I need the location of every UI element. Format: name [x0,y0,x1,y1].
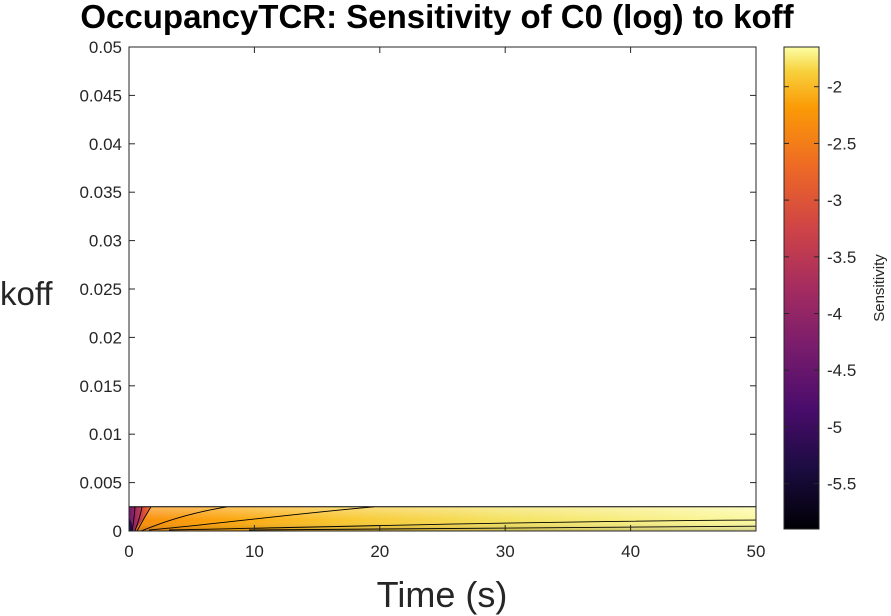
chart-title: OccupancyTCR: Sensitivity of C0 (log) to… [80,0,794,35]
contour-line [248,525,756,531]
colorbar-tick-label: -4 [827,305,842,324]
colorbar-frame [783,46,820,530]
contour-lines [129,506,756,531]
y-axis-label: koff [0,275,53,312]
colorbar-tick-label: -3 [827,191,842,210]
colorbar-ticks: -2 -2.5 -3 -3.5 -4 -4.5 -5 -5.5 [784,78,856,494]
y-tick-label: 0.045 [79,86,122,105]
y-tick-label: 0.005 [79,474,122,493]
x-tick-label: 0 [124,542,133,561]
x-tick-label: 50 [747,542,766,561]
contour-line [131,506,136,531]
colorbar-tick-label: -4.5 [827,361,856,380]
x-tick-label: 30 [496,542,515,561]
heatmap-min-region [129,517,133,531]
x-axis: 0 10 20 30 40 50 [124,47,765,561]
colorbar-tick-label: -2 [827,78,842,97]
colorbar-tick-label: -5.5 [827,475,856,494]
y-tick-label: 0.015 [79,377,122,396]
colorbar-tick-label: -3.5 [827,248,856,267]
y-tick-label: 0.025 [79,280,122,299]
colorbar-tick-label: -5 [827,418,842,437]
colorbar-tick-label: -2.5 [827,134,856,153]
x-tick-label: 20 [370,542,389,561]
x-tick-label: 40 [621,542,640,561]
colorbar-gradient [784,47,819,529]
contour-line [140,506,228,531]
y-tick-label: 0.035 [79,183,122,202]
y-tick-label: 0.03 [89,232,122,251]
x-tick-label: 10 [245,542,264,561]
y-tick-label: 0 [113,522,122,541]
y-axis: 0 0.005 0.01 0.015 0.02 0.025 0.03 0.035 0.04 0.0… [79,38,756,541]
x-axis-label: Time (s) [377,574,508,615]
contour-line [148,506,375,531]
plot-area: 0 10 20 30 40 50 0 0.005 0.01 0.015 0.02 0.025 0.03… [79,38,765,561]
contour-line [134,506,143,531]
colorbar-label: Sensitivity [871,254,888,322]
y-tick-label: 0.01 [89,425,122,444]
heatmap-band-shading [129,506,756,531]
contour-line [168,519,756,531]
colorbar: -2 -2.5 -3 -3.5 -4 -4.5 -5 -5.5 Sensitivity [783,46,888,530]
plot-background [129,47,756,531]
y-tick-label: 0.02 [89,328,122,347]
heatmap-surface [129,506,756,531]
contour-line [136,506,152,531]
y-tick-label: 0.05 [89,38,122,57]
y-tick-label: 0.04 [89,135,122,154]
